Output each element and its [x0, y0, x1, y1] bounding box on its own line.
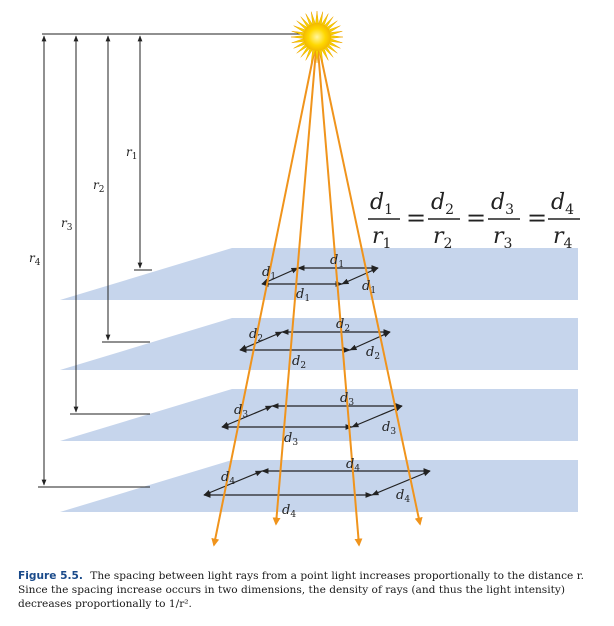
light-rays	[211, 37, 423, 547]
svg-text:d2: d2	[431, 190, 454, 218]
svg-text:=: =	[406, 204, 426, 232]
eq-term-3: d3 r3	[488, 190, 520, 252]
eq-term-2: d2 r2	[428, 190, 460, 252]
svg-text:d3: d3	[340, 391, 354, 408]
planes	[60, 248, 578, 512]
svg-text:d1: d1	[370, 190, 393, 218]
svg-text:d1: d1	[330, 253, 344, 270]
quad-2	[239, 329, 391, 353]
quad-4	[203, 468, 431, 498]
sun-icon	[290, 10, 344, 64]
eq-term-4: d4 r4	[548, 190, 580, 252]
svg-text:d4: d4	[221, 470, 235, 487]
r1-label: r1	[126, 145, 137, 162]
svg-text:d1: d1	[362, 279, 376, 296]
ray-1	[211, 37, 318, 547]
svg-text:r1: r1	[372, 224, 391, 252]
svg-text:d4: d4	[551, 190, 574, 218]
svg-text:=: =	[466, 204, 486, 232]
svg-text:d1: d1	[262, 265, 276, 282]
r4-label: r4	[29, 251, 41, 268]
svg-text:d2: d2	[249, 327, 263, 344]
figure-number: Figure 5.5.	[18, 570, 83, 582]
svg-text:d3: d3	[491, 190, 514, 218]
svg-text:=: =	[527, 204, 547, 232]
eq-term-1: d1 r1	[368, 190, 400, 252]
svg-text:d2: d2	[366, 345, 380, 362]
svg-text:d2: d2	[292, 354, 306, 371]
svg-text:d4: d4	[282, 503, 296, 520]
d-labels: d1 d1 d1 d1 d2 d2 d2 d2 d3 d3 d3 d3 d4 d…	[221, 253, 410, 520]
plane-3	[60, 389, 578, 441]
r2-label: r2	[93, 178, 104, 195]
ray-3	[316, 37, 363, 547]
svg-text:r4: r4	[553, 224, 573, 252]
svg-text:d2: d2	[336, 317, 350, 334]
r3-label: r3	[61, 216, 73, 233]
ray-4	[316, 37, 423, 526]
quad-3	[221, 403, 403, 430]
svg-text:r3: r3	[493, 224, 512, 252]
svg-text:r2: r2	[433, 224, 452, 252]
svg-text:d3: d3	[284, 431, 298, 448]
plane-2	[60, 318, 578, 370]
svg-text:d3: d3	[382, 420, 396, 437]
ray-2	[272, 37, 318, 526]
plane-1	[60, 248, 578, 300]
caption-text: The spacing between light rays from a po…	[18, 570, 584, 610]
plane-4	[60, 460, 578, 512]
ratio-equation: d1 r1 = d2 r2 = d3 r3 = d4 r4	[368, 190, 580, 252]
distance-lines	[38, 33, 308, 488]
svg-text:d4: d4	[396, 488, 410, 505]
svg-text:d4: d4	[346, 457, 360, 474]
svg-text:d1: d1	[296, 287, 310, 304]
svg-text:d3: d3	[234, 403, 248, 420]
light-falloff-diagram: r1 r2 r3 r4	[29, 10, 580, 547]
figure-caption: Figure 5.5. The spacing between light ra…	[18, 569, 598, 611]
